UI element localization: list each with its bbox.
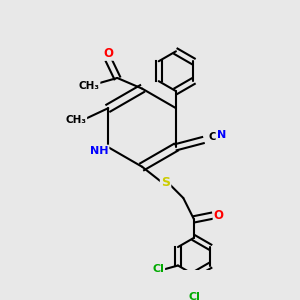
Text: N: N	[217, 130, 226, 140]
Text: NH: NH	[90, 146, 108, 156]
Text: CH₃: CH₃	[78, 81, 99, 91]
Text: O: O	[214, 209, 224, 222]
Text: CH₃: CH₃	[65, 115, 86, 125]
Text: S: S	[161, 176, 170, 189]
Text: Cl: Cl	[188, 292, 200, 300]
Text: C: C	[208, 132, 216, 142]
Text: O: O	[104, 46, 114, 60]
Text: Cl: Cl	[152, 264, 164, 274]
